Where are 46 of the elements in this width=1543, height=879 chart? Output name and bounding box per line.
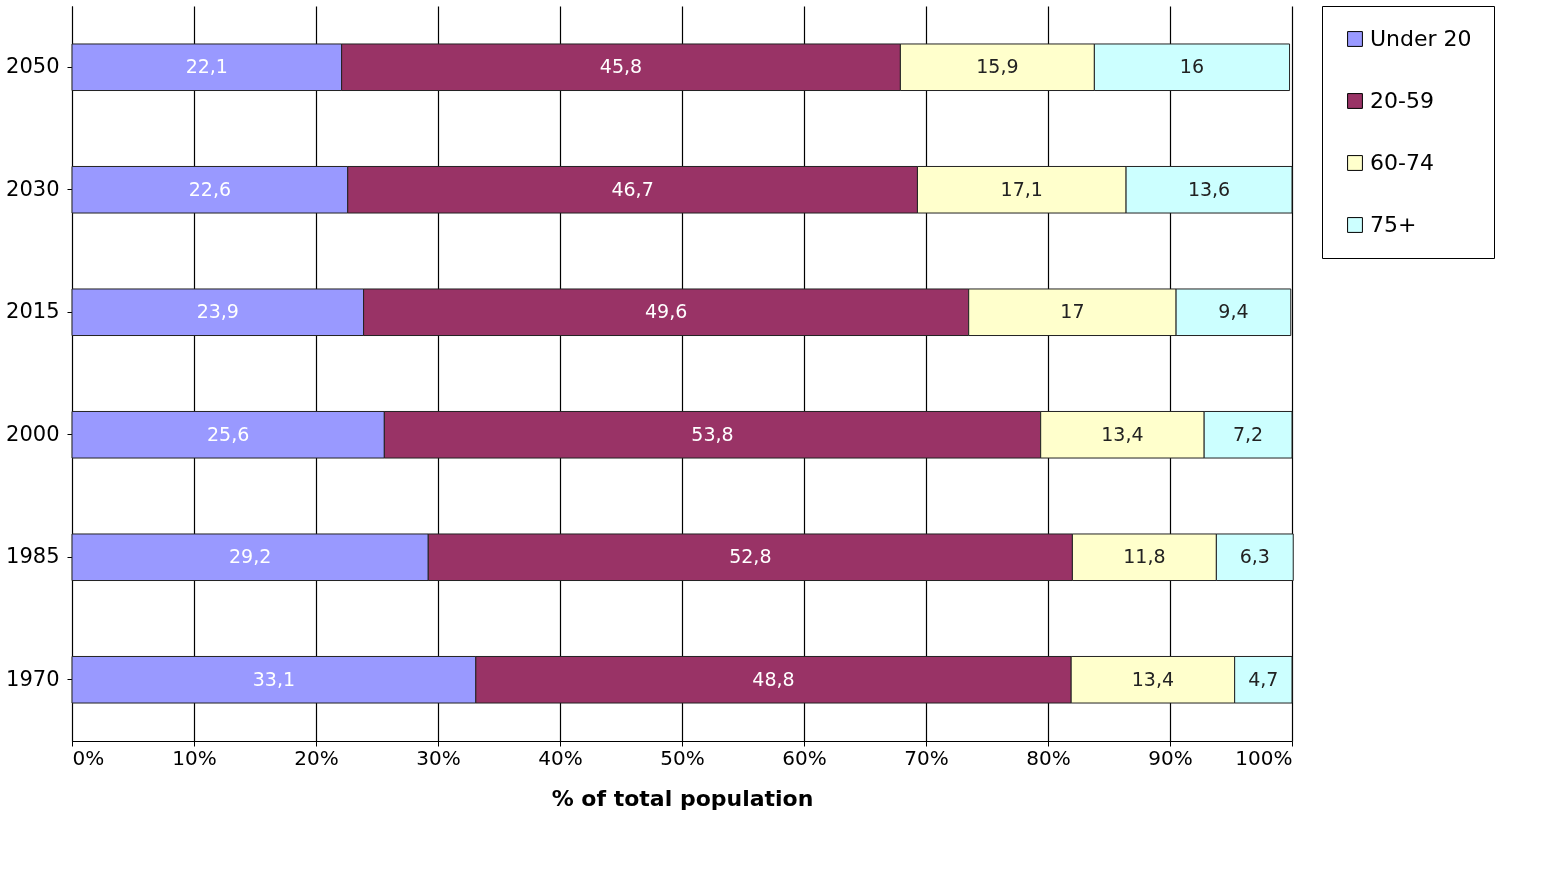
- data-label: 45,8: [599, 55, 643, 78]
- data-label: 13,4: [1101, 422, 1144, 445]
- data-label: 53,8: [691, 422, 734, 445]
- x-tick-label: 100%: [1235, 745, 1293, 770]
- data-label: 15,9: [976, 55, 1019, 78]
- data-label: 29,2: [228, 545, 272, 568]
- data-label: 16: [1179, 55, 1205, 78]
- data-label: 13,6: [1187, 177, 1231, 200]
- data-label: 46,7: [611, 177, 654, 200]
- y-tick-label: 1970: [6, 666, 60, 691]
- data-label: 49,6: [644, 300, 688, 323]
- data-label: 17: [1060, 300, 1085, 323]
- x-axis-title: % of total population: [551, 785, 814, 811]
- data-label: 22,6: [188, 177, 232, 200]
- x-tick-label: 10%: [172, 745, 217, 770]
- x-tick-label: 30%: [416, 745, 461, 770]
- x-tick-label: 50%: [660, 745, 705, 770]
- data-label: 33,1: [252, 667, 296, 690]
- data-label: 22,1: [185, 55, 228, 78]
- data-label: 4,7: [1248, 667, 1279, 690]
- x-tick-label: 0%: [72, 745, 105, 770]
- x-tick-label: 70%: [904, 745, 949, 770]
- data-label: 9,4: [1218, 300, 1249, 323]
- data-label: 6,3: [1239, 545, 1270, 568]
- x-tick-label: 80%: [1026, 745, 1071, 770]
- y-tick-label: 2030: [6, 176, 60, 201]
- y-tick-label: 1985: [6, 544, 60, 569]
- data-label: 7,2: [1232, 422, 1264, 445]
- x-tick-label: 90%: [1148, 745, 1193, 770]
- data-label: 25,6: [207, 422, 250, 445]
- data-label: 23,9: [196, 300, 239, 323]
- y-tick-label: 2015: [6, 299, 60, 324]
- legend-label: 60-74: [1370, 150, 1434, 175]
- x-tick-label: 60%: [782, 745, 827, 770]
- y-tick-label: 2050: [6, 54, 60, 79]
- x-tick-label: 20%: [294, 745, 339, 770]
- data-label: 13,4: [1131, 667, 1175, 690]
- legend-label: Under 20: [1370, 26, 1472, 51]
- legend-label: 20-59: [1370, 88, 1434, 113]
- y-tick-label: 2000: [6, 421, 60, 446]
- data-label: 17,1: [1000, 177, 1043, 200]
- data-label: 48,8: [752, 667, 795, 690]
- data-label: 52,8: [729, 545, 772, 568]
- legend-label: 75+: [1370, 212, 1417, 237]
- data-label: 11,8: [1123, 545, 1166, 568]
- x-tick-label: 40%: [538, 745, 583, 770]
